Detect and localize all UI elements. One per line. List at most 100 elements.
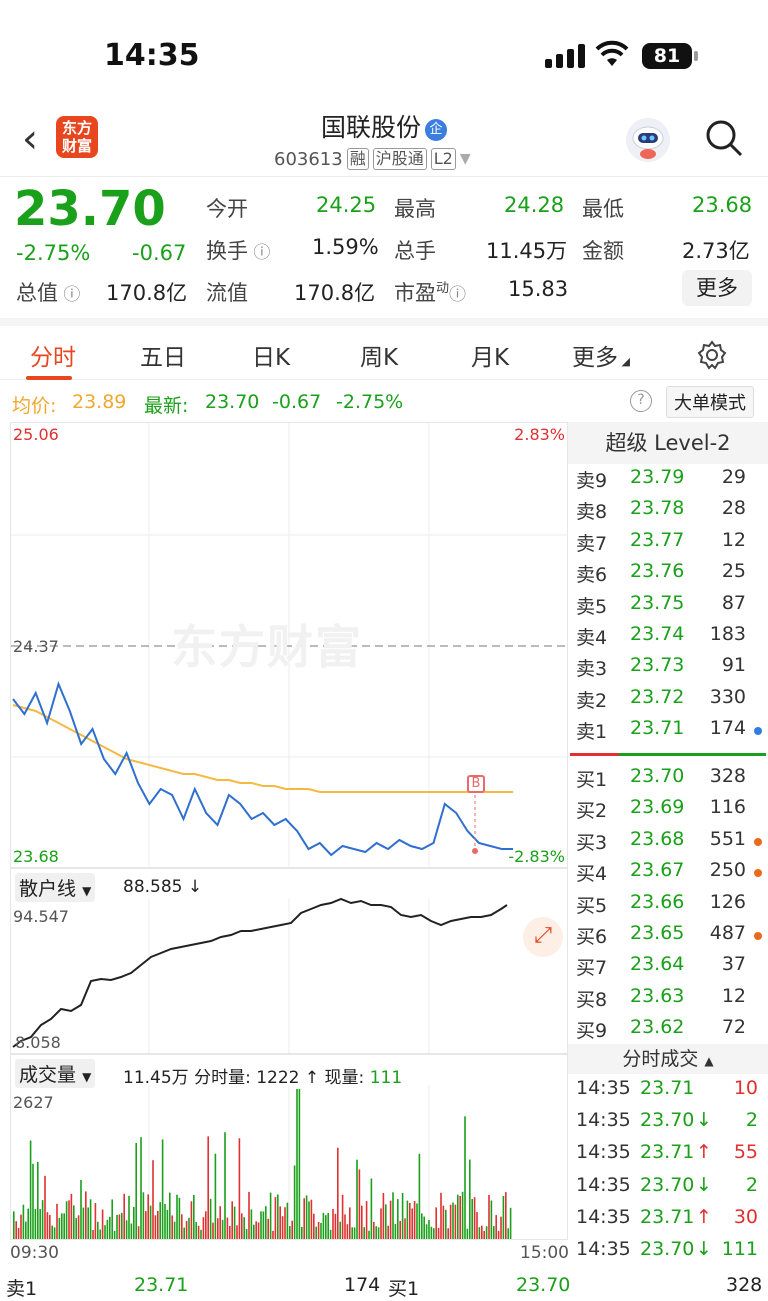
level-label: 卖5 bbox=[576, 595, 608, 618]
volume-bar bbox=[303, 1198, 305, 1239]
turnover-label[interactable]: 换手 ⓘ bbox=[206, 239, 271, 263]
bid-row[interactable]: 买4 23.67 250 bbox=[568, 859, 768, 890]
volume-bar bbox=[267, 1218, 269, 1239]
volume-select[interactable]: 成交量 ▼ bbox=[15, 1059, 96, 1088]
bid-row[interactable]: 买3 23.68 551 bbox=[568, 828, 768, 859]
volume-bar bbox=[109, 1216, 111, 1239]
active-tab-underline bbox=[26, 376, 72, 380]
bid-row[interactable]: 买7 23.64 37 bbox=[568, 953, 768, 984]
search-icon[interactable] bbox=[704, 118, 744, 158]
expand-icon[interactable]: ⤢ bbox=[523, 917, 563, 957]
retail-max-label: 94.547 bbox=[13, 907, 69, 926]
buy-marker[interactable]: B bbox=[467, 775, 485, 793]
volume-bar bbox=[325, 1215, 327, 1239]
level-price: 23.66 bbox=[630, 890, 685, 913]
indicator-select[interactable]: 散户线 ▼ bbox=[15, 873, 96, 902]
pe-label[interactable]: 市盈动ⓘ bbox=[394, 281, 467, 305]
back-icon[interactable]: ‹ bbox=[22, 116, 38, 162]
retail-min-label: 8.058 bbox=[15, 1033, 61, 1052]
volume-bar bbox=[339, 1221, 341, 1239]
tab-monthly-k[interactable]: 月K bbox=[471, 345, 510, 371]
volume-bar bbox=[135, 1143, 137, 1239]
tab-intraday[interactable]: 分时 bbox=[30, 345, 76, 371]
level-price: 23.77 bbox=[630, 528, 685, 551]
status-bar: 14:35 81 bbox=[0, 0, 768, 110]
volume-bar bbox=[152, 1160, 154, 1239]
tab-five-day[interactable]: 五日 bbox=[140, 345, 186, 371]
volume-bar bbox=[500, 1216, 502, 1239]
volume-bar bbox=[409, 1202, 411, 1239]
volume-bar bbox=[224, 1132, 226, 1239]
volume-bar bbox=[82, 1207, 85, 1239]
volume-bar bbox=[15, 1221, 17, 1239]
tick-row: 14:35 23.71 ↑ 30 bbox=[568, 1206, 768, 1237]
volume-bar bbox=[493, 1226, 495, 1239]
level-volume: 250 bbox=[709, 859, 746, 882]
settings-gear-icon[interactable] bbox=[697, 340, 727, 370]
volume-bar bbox=[51, 1225, 53, 1239]
volume-bar bbox=[377, 1227, 380, 1239]
bid-row[interactable]: 买9 23.62 72 bbox=[568, 1016, 768, 1047]
big-order-mode-button[interactable]: 大单模式 bbox=[666, 386, 754, 418]
stock-header: ‹ 东方 财富 国联股份企 603613 融 沪股通 L2 ▼ bbox=[0, 100, 768, 176]
volume-bar bbox=[327, 1213, 329, 1239]
volume-bar bbox=[118, 1214, 121, 1239]
tab-more[interactable]: 更多 ◢ bbox=[572, 345, 630, 371]
big-order-dot bbox=[754, 932, 762, 940]
level-price: 23.75 bbox=[630, 591, 685, 614]
ask-row[interactable]: 卖2 23.72 330 bbox=[568, 686, 768, 717]
bid-row[interactable]: 买2 23.69 116 bbox=[568, 796, 768, 827]
bid-row[interactable]: 买8 23.63 12 bbox=[568, 985, 768, 1016]
volume-bar bbox=[469, 1159, 471, 1239]
level-volume: 29 bbox=[721, 466, 746, 488]
ask-row[interactable]: 卖8 23.78 28 bbox=[568, 497, 768, 528]
help-icon[interactable]: ? bbox=[630, 390, 652, 412]
market-cap-label[interactable]: 总值 ⓘ bbox=[16, 281, 81, 305]
volume-bar bbox=[22, 1204, 25, 1239]
volume-bar bbox=[253, 1224, 255, 1239]
volume-bar bbox=[159, 1202, 161, 1239]
intraday-chart[interactable]: 25.06 2.83% 24.37 23.68 -2.83% 东方财富 B bbox=[10, 422, 568, 868]
tick-price: 23.71 bbox=[640, 1205, 695, 1228]
level-label: 买8 bbox=[576, 988, 608, 1011]
volume-bar bbox=[173, 1221, 176, 1239]
ask-row[interactable]: 卖1 23.71 174 bbox=[568, 717, 768, 748]
volume-bar bbox=[101, 1209, 104, 1239]
bid-row[interactable]: 买1 23.70 328 bbox=[568, 765, 768, 796]
level-price: 23.63 bbox=[630, 984, 685, 1007]
volume-bar bbox=[111, 1199, 113, 1239]
retail-line-chart bbox=[12, 897, 508, 1053]
ask-row[interactable]: 卖3 23.73 91 bbox=[568, 654, 768, 685]
ask-row[interactable]: 卖4 23.74 183 bbox=[568, 623, 768, 654]
volume-bar bbox=[133, 1207, 135, 1239]
level-price: 23.62 bbox=[630, 1016, 685, 1039]
level-price: 23.74 bbox=[630, 623, 685, 645]
tick-row: 14:35 23.71 ↑ 55 bbox=[568, 1141, 768, 1172]
volume-max-label: 2627 bbox=[13, 1093, 54, 1112]
top-price-label: 25.06 bbox=[13, 425, 59, 444]
volume-bar bbox=[478, 1227, 481, 1239]
volume-bar bbox=[75, 1218, 77, 1239]
app-logo[interactable]: 东方 财富 bbox=[56, 116, 98, 158]
volume-label: 总手 bbox=[394, 239, 436, 263]
volume-bar bbox=[70, 1193, 73, 1239]
tick-trades-title[interactable]: 分时成交 ▲ bbox=[568, 1044, 768, 1074]
bid-row[interactable]: 买6 23.65 487 bbox=[568, 922, 768, 953]
level-volume: 330 bbox=[709, 685, 746, 708]
high-value: 24.28 bbox=[504, 193, 565, 217]
bid-row[interactable]: 买5 23.66 126 bbox=[568, 891, 768, 922]
float-cap-label: 流值 bbox=[206, 281, 248, 305]
ask-row[interactable]: 卖5 23.75 87 bbox=[568, 592, 768, 623]
tab-daily-k[interactable]: 日K bbox=[252, 345, 291, 371]
volume-bar bbox=[442, 1205, 445, 1239]
big-order-dot bbox=[754, 869, 762, 878]
more-button[interactable]: 更多 bbox=[682, 270, 752, 306]
level-volume: 37 bbox=[721, 953, 746, 976]
assistant-robot-icon[interactable] bbox=[626, 118, 670, 162]
ask-row[interactable]: 卖9 23.79 29 bbox=[568, 466, 768, 497]
volume-bar bbox=[483, 1230, 485, 1239]
enterprise-badge: 企 bbox=[425, 119, 447, 141]
ask-row[interactable]: 卖7 23.77 12 bbox=[568, 529, 768, 560]
ask-row[interactable]: 卖6 23.76 25 bbox=[568, 560, 768, 591]
tab-weekly-k[interactable]: 周K bbox=[360, 345, 399, 371]
